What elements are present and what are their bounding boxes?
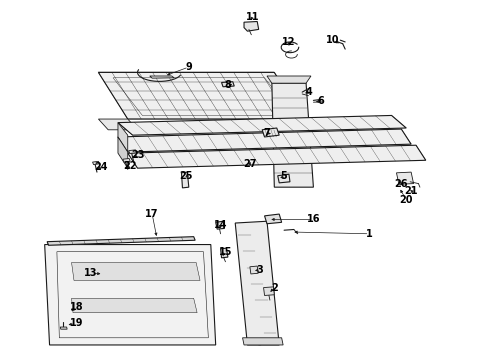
Text: 14: 14 — [214, 220, 227, 230]
Text: 5: 5 — [281, 171, 288, 181]
Text: 4: 4 — [305, 87, 312, 97]
Polygon shape — [118, 129, 411, 152]
Text: 6: 6 — [318, 96, 324, 106]
Text: 2: 2 — [271, 283, 278, 293]
Polygon shape — [47, 237, 195, 245]
Polygon shape — [150, 76, 174, 78]
Polygon shape — [221, 82, 234, 87]
Polygon shape — [244, 22, 259, 31]
Polygon shape — [128, 145, 426, 168]
Polygon shape — [118, 137, 128, 168]
Polygon shape — [129, 150, 137, 153]
Circle shape — [60, 313, 68, 319]
Text: 24: 24 — [94, 162, 108, 172]
Text: 11: 11 — [245, 12, 259, 22]
Circle shape — [55, 309, 73, 322]
Text: 9: 9 — [185, 62, 192, 72]
Text: 21: 21 — [404, 186, 418, 196]
Polygon shape — [118, 116, 406, 135]
Text: 10: 10 — [326, 35, 340, 45]
Circle shape — [70, 311, 83, 321]
Text: 20: 20 — [399, 195, 413, 205]
Text: 27: 27 — [243, 159, 257, 169]
Polygon shape — [118, 123, 128, 152]
Polygon shape — [98, 72, 304, 119]
Text: 7: 7 — [264, 129, 270, 138]
Polygon shape — [235, 221, 279, 345]
Polygon shape — [60, 327, 67, 329]
Text: 26: 26 — [394, 179, 408, 189]
Text: 3: 3 — [256, 265, 263, 275]
Polygon shape — [272, 83, 314, 187]
Polygon shape — [181, 172, 189, 188]
Text: 1: 1 — [366, 229, 373, 239]
Polygon shape — [72, 262, 200, 280]
Polygon shape — [250, 266, 258, 274]
Text: 13: 13 — [84, 268, 98, 278]
Polygon shape — [278, 174, 290, 183]
Polygon shape — [243, 338, 283, 345]
Text: 17: 17 — [146, 209, 159, 219]
Text: 15: 15 — [219, 247, 232, 257]
Text: 12: 12 — [282, 37, 296, 47]
Polygon shape — [220, 248, 228, 258]
Text: 23: 23 — [131, 150, 144, 160]
Polygon shape — [93, 161, 99, 165]
Polygon shape — [262, 128, 279, 137]
Polygon shape — [123, 158, 130, 162]
Polygon shape — [396, 172, 414, 184]
Circle shape — [255, 338, 265, 345]
Polygon shape — [265, 214, 282, 224]
Text: 22: 22 — [123, 161, 137, 171]
Text: 19: 19 — [70, 319, 83, 328]
Polygon shape — [216, 221, 224, 229]
Text: 16: 16 — [307, 215, 320, 224]
Text: 18: 18 — [70, 302, 83, 312]
Polygon shape — [98, 119, 138, 130]
Text: 8: 8 — [224, 80, 231, 90]
Polygon shape — [264, 287, 274, 296]
Polygon shape — [72, 298, 197, 313]
Text: 25: 25 — [180, 171, 193, 181]
Polygon shape — [267, 76, 311, 83]
Circle shape — [73, 314, 80, 319]
Polygon shape — [45, 244, 216, 345]
